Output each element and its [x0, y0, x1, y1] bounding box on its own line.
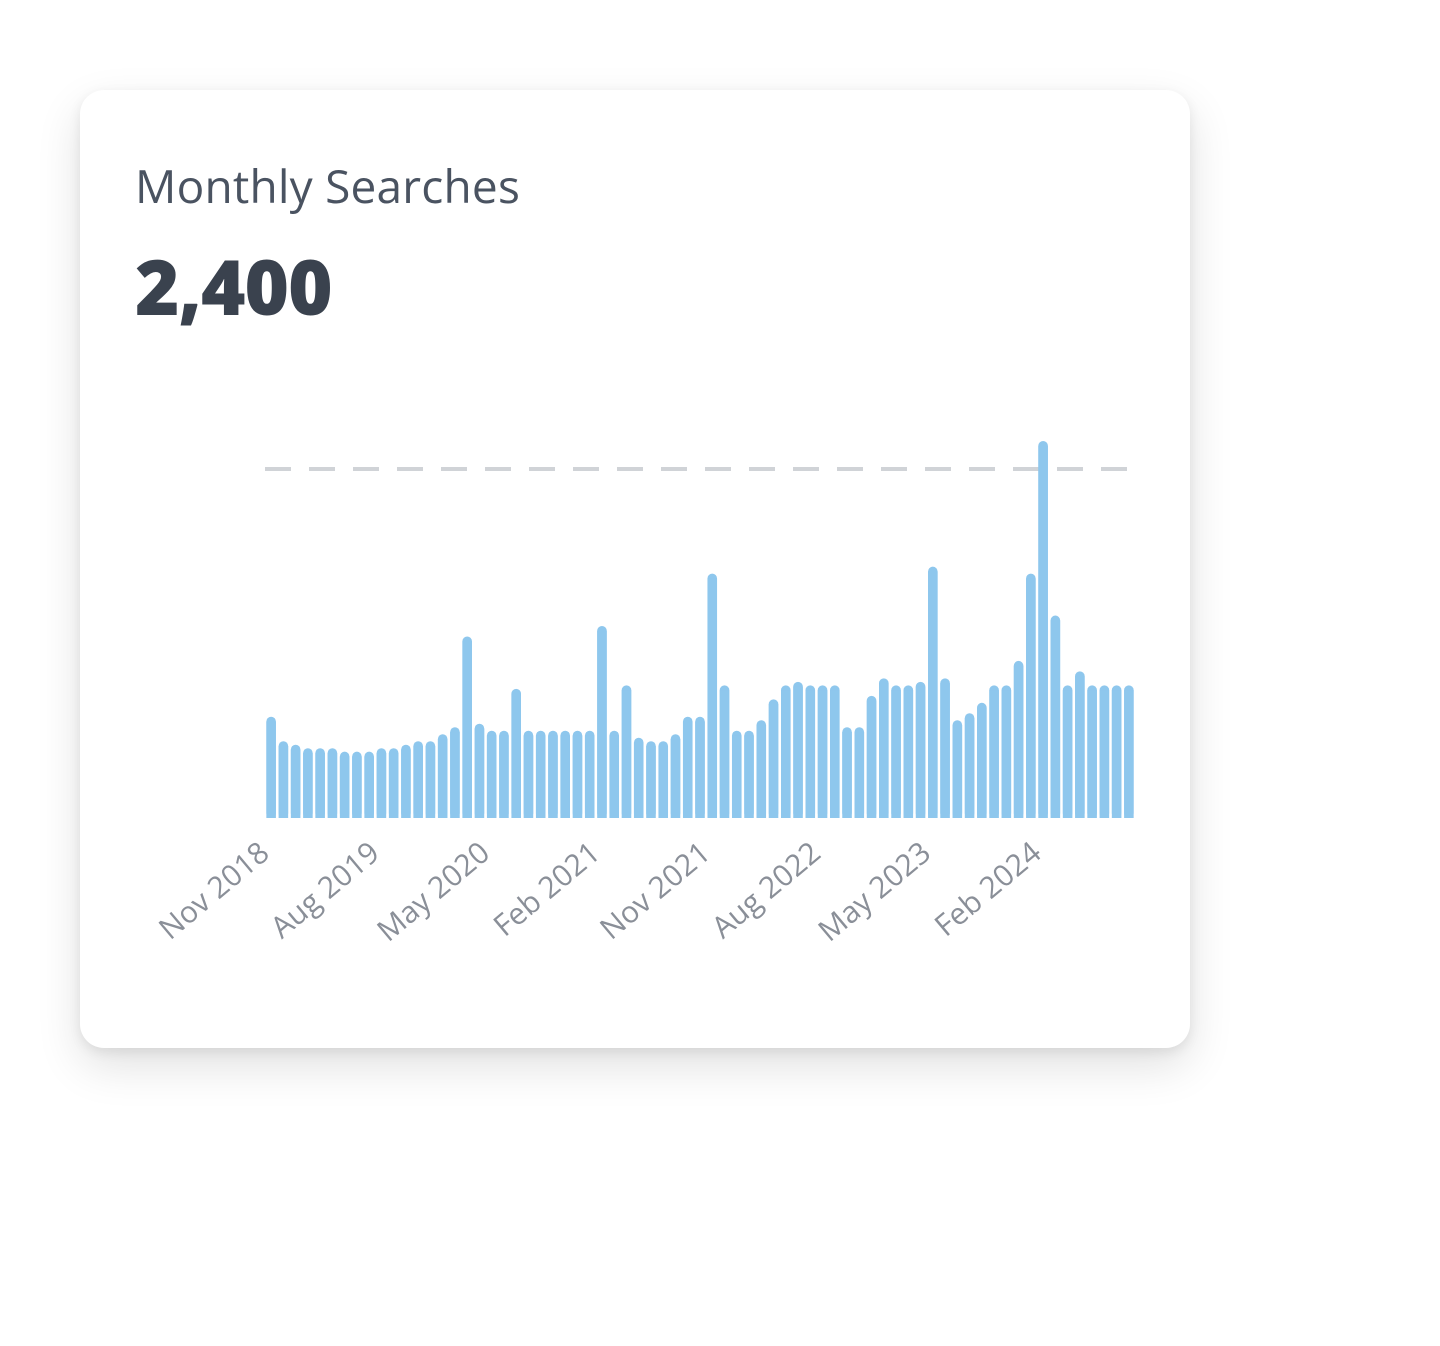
x-axis-label: Aug 2022: [702, 831, 828, 946]
x-axis-label: Feb 2021: [484, 831, 608, 944]
x-axis-label: May 2020: [368, 831, 498, 949]
x-axis-label: Feb 2024: [925, 831, 1049, 944]
monthly-searches-chart: Nov 2018Aug 2019May 2020Feb 2021Nov 2021…: [135, 438, 1135, 998]
card-title: Monthly Searches: [135, 155, 1135, 217]
bar-chart-svg: Nov 2018Aug 2019May 2020Feb 2021Nov 2021…: [135, 438, 1135, 998]
x-axis-label: Nov 2018: [149, 831, 276, 947]
x-axis-label: Nov 2021: [591, 831, 718, 947]
x-axis-label: May 2023: [809, 831, 939, 949]
metric-card: Monthly Searches 2,400 Nov 2018Aug 2019M…: [80, 90, 1190, 1048]
x-axis-label: Aug 2019: [261, 831, 387, 946]
card-metric-value: 2,400: [135, 235, 1135, 338]
